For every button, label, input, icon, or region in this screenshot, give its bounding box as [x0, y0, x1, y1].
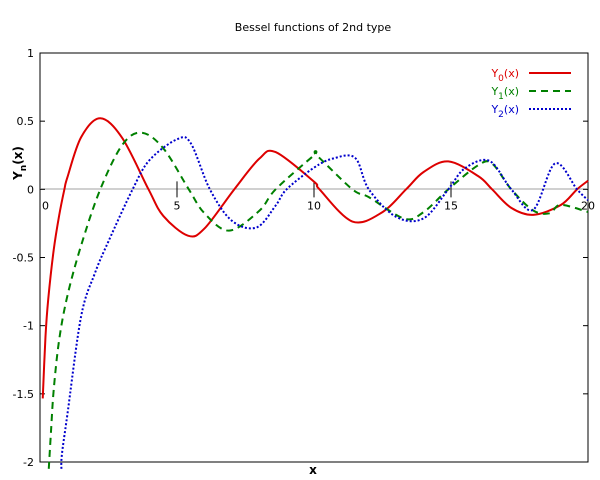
y-tick-label: -2	[23, 456, 34, 469]
x-tick-label: 15	[444, 199, 458, 212]
y-axis-title-suffix: (x)	[11, 146, 25, 165]
y-tick-label: 1	[27, 47, 34, 60]
y-tick-label: -1	[23, 320, 34, 333]
legend: Y0(x)Y1(x)Y2(x)	[490, 67, 571, 120]
x-tick-label: 10	[307, 199, 321, 212]
series-line-1	[47, 131, 589, 469]
y-axis-ticks: 1 0.5 0 -0.5 -1 -1.5 -2	[13, 47, 588, 469]
chart-title: Bessel functions of 2nd type	[235, 21, 392, 34]
y-axis-title-sub: n	[19, 165, 29, 171]
y-tick-label: 0	[27, 183, 34, 196]
y-axis-title-main: Y	[11, 171, 25, 181]
y-tick-label: -1.5	[13, 388, 34, 401]
x-tick-label: 5	[174, 199, 181, 212]
series-line-2	[60, 136, 589, 469]
y-tick-label: -0.5	[13, 252, 34, 265]
y-axis-title: Yn(x)	[11, 146, 29, 181]
x-tick-label: 0	[42, 199, 49, 212]
legend-label-2: Y2(x)	[490, 103, 519, 120]
x-axis-ticks: 0 5 10 15 20	[42, 181, 595, 212]
x-axis-title: x	[309, 463, 317, 477]
x-tick-label: 20	[581, 199, 595, 212]
series-line-0	[41, 117, 589, 399]
svg-text:Yn(x): Yn(x)	[11, 146, 29, 181]
y-tick-label: 0.5	[17, 115, 35, 128]
series-lines	[41, 117, 589, 469]
legend-label-1: Y1(x)	[490, 85, 519, 102]
legend-label-0: Y0(x)	[490, 67, 519, 84]
